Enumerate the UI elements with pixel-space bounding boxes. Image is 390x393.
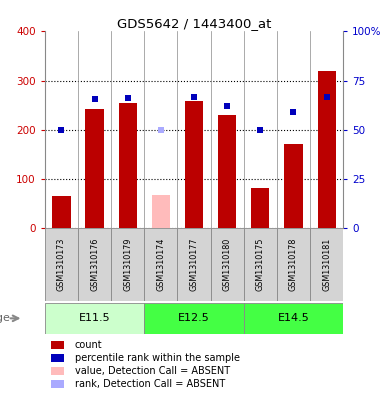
Bar [51, 341, 64, 349]
Bar [284, 144, 303, 228]
Text: GSM1310177: GSM1310177 [190, 237, 199, 291]
Bar [111, 228, 144, 301]
Bar [51, 380, 64, 388]
Bar [244, 228, 277, 301]
Text: rank, Detection Call = ABSENT: rank, Detection Call = ABSENT [74, 379, 225, 389]
Bar [45, 228, 78, 301]
Bar [51, 354, 64, 362]
Text: count: count [74, 340, 102, 350]
Bar [177, 228, 211, 301]
Text: GSM1310179: GSM1310179 [123, 237, 132, 291]
Text: percentile rank within the sample: percentile rank within the sample [74, 353, 239, 363]
Bar [211, 228, 244, 301]
Title: GDS5642 / 1443400_at: GDS5642 / 1443400_at [117, 17, 271, 30]
Bar [251, 187, 269, 228]
Text: age: age [0, 313, 10, 323]
Bar [185, 101, 203, 228]
Bar [119, 103, 137, 228]
Text: GSM1310173: GSM1310173 [57, 238, 66, 291]
Bar [85, 109, 104, 228]
Bar [277, 228, 310, 301]
Bar [144, 228, 177, 301]
Bar [78, 228, 111, 301]
Bar [51, 367, 64, 375]
Bar [218, 116, 236, 228]
Text: value, Detection Call = ABSENT: value, Detection Call = ABSENT [74, 366, 230, 376]
Text: GSM1310175: GSM1310175 [256, 237, 265, 291]
Bar [317, 71, 336, 228]
Text: GSM1310178: GSM1310178 [289, 238, 298, 291]
Bar [152, 195, 170, 228]
Text: GSM1310181: GSM1310181 [322, 238, 331, 291]
Text: E14.5: E14.5 [278, 313, 309, 323]
Text: GSM1310176: GSM1310176 [90, 238, 99, 291]
Text: E11.5: E11.5 [79, 313, 110, 323]
Text: GSM1310180: GSM1310180 [223, 238, 232, 291]
Bar [52, 196, 71, 228]
Bar [144, 303, 244, 334]
Text: GSM1310174: GSM1310174 [156, 238, 165, 291]
Bar [244, 303, 343, 334]
Text: E12.5: E12.5 [178, 313, 210, 323]
Bar [45, 303, 144, 334]
Bar [310, 228, 343, 301]
